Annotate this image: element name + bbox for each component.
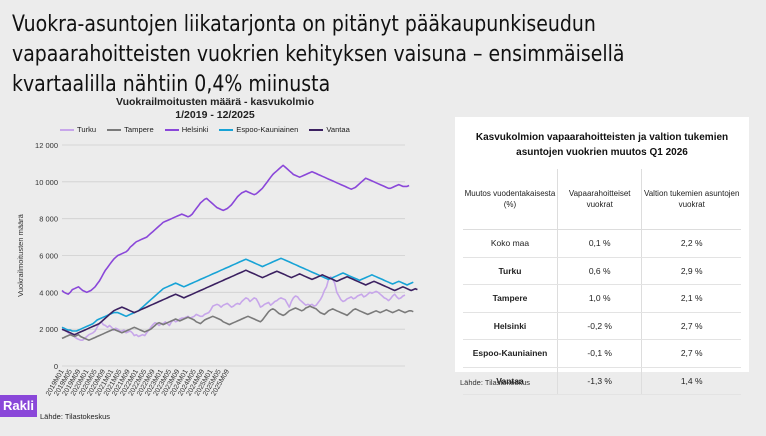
legend-item: Tampere [107, 125, 154, 134]
table-cell-free-rent: -1,3 % [556, 367, 642, 395]
rent-change-table-panel: Kasvukolmion vapaarahoitteisten ja valti… [455, 117, 749, 395]
table-cell-free-rent: -0,1 % [556, 339, 642, 368]
legend-label: Vantaa [326, 125, 350, 134]
series-line-helsinki [61, 164, 410, 295]
y-axis-label: Vuokrailmoitusten määrä [16, 213, 25, 297]
rakli-logo: Rakli [0, 395, 37, 417]
y-tick-label: 12 000 [35, 141, 58, 150]
legend-item: Vantaa [309, 125, 350, 134]
table-cell-region: Koko maa [463, 229, 558, 258]
table-row: Vantaa -1,3 % 1,4 % [463, 367, 741, 395]
table-row: Helsinki -0,2 % 2,7 % [463, 312, 741, 340]
table-cell-region: Espoo-Kauniainen [463, 339, 558, 368]
series-line-espoo-kauniainen [61, 257, 414, 332]
legend-label: Espoo-Kauniainen [236, 125, 299, 134]
table-cell-region: Helsinki [463, 312, 558, 340]
rental-listings-chart: 0 2 000 4 000 6 000 8 000 10 000 12 000 Vuokrai… [0, 90, 420, 420]
table-row: Tampere 1,0 % 2,1 % [463, 284, 741, 313]
table-header-change: Muutos vuodentakaisesta (%) [463, 169, 558, 230]
chart-legend: Turku Tampere Helsinki Espoo-Kauniainen Vant… [60, 125, 405, 134]
series-line-vantaa [61, 269, 418, 336]
series-line-turku [61, 275, 406, 341]
legend-swatch [309, 128, 324, 131]
table-row: Koko maa 0,1 % 2,2 % [463, 229, 741, 258]
table-cell-free-rent: 0,6 % [556, 257, 642, 285]
y-tick-label: 8 000 [39, 215, 58, 224]
table-row: Espoo-Kauniainen -0,1 % 2,7 % [463, 339, 741, 368]
table-cell-region: Turku [463, 257, 558, 285]
table-cell-state-rent: 1,4 % [641, 367, 741, 395]
legend-item: Espoo-Kauniainen [219, 125, 298, 134]
legend-label: Turku [77, 125, 97, 134]
legend-label: Helsinki [181, 125, 209, 134]
legend-swatch [107, 128, 122, 131]
table-cell-region: Vantaa [463, 367, 558, 395]
chart-plot: 0 2 000 4 000 6 000 8 000 10 000 12 000 Vuokrai… [16, 141, 418, 397]
table-cell-state-rent: 2,1 % [641, 284, 741, 313]
rent-change-table: Muutos vuodentakaisesta (%) Vapaarahoitt… [463, 169, 741, 395]
y-tick-label: 4 000 [39, 288, 58, 297]
table-cell-state-rent: 2,7 % [641, 312, 741, 340]
table-cell-free-rent: 0,1 % [556, 229, 642, 258]
table-cell-region: Tampere [463, 284, 558, 313]
series-line-tampere [61, 305, 414, 341]
legend-swatch [219, 128, 234, 131]
legend-item: Turku [60, 125, 96, 134]
y-tick-label: 2 000 [39, 325, 58, 334]
table-header-row: Muutos vuodentakaisesta (%) Vapaarahoitt… [463, 169, 741, 230]
chart-title: Vuokrailmoitusten määrä - kasvukolmio [115, 96, 314, 108]
chart-source: Lähde: Tilastokeskus [40, 412, 111, 421]
chart-subtitle: 1/2019 - 12/2025 [175, 109, 255, 121]
table-header-state-rents: Valtion tukemien asuntojen vuokrat [641, 169, 741, 230]
table-row: Turku 0,6 % 2,9 % [463, 257, 741, 285]
table-cell-state-rent: 2,2 % [641, 229, 741, 258]
table-cell-state-rent: 2,7 % [641, 339, 741, 368]
table-cell-free-rent: -0,2 % [556, 312, 642, 340]
legend-label: Tampere [124, 125, 154, 134]
page-headline: Vuokra-asuntojen liikatarjonta on pitäny… [12, 12, 625, 97]
legend-swatch [60, 128, 74, 131]
y-tick-label: 6 000 [39, 252, 58, 261]
table-source: Lähde: Tilastokeskus [460, 378, 531, 387]
y-tick-label: 10 000 [35, 178, 58, 187]
y-tick-label: 0 [54, 362, 58, 371]
legend-item: Helsinki [164, 125, 209, 134]
table-cell-state-rent: 2,9 % [641, 257, 741, 285]
legend-swatch [164, 128, 179, 131]
table-header-free-rents: Vapaarahoitteiset vuokrat [556, 169, 642, 230]
table-cell-free-rent: 1,0 % [556, 284, 642, 313]
table-title: Kasvukolmion vapaarahoitteisten ja valti… [475, 132, 729, 158]
